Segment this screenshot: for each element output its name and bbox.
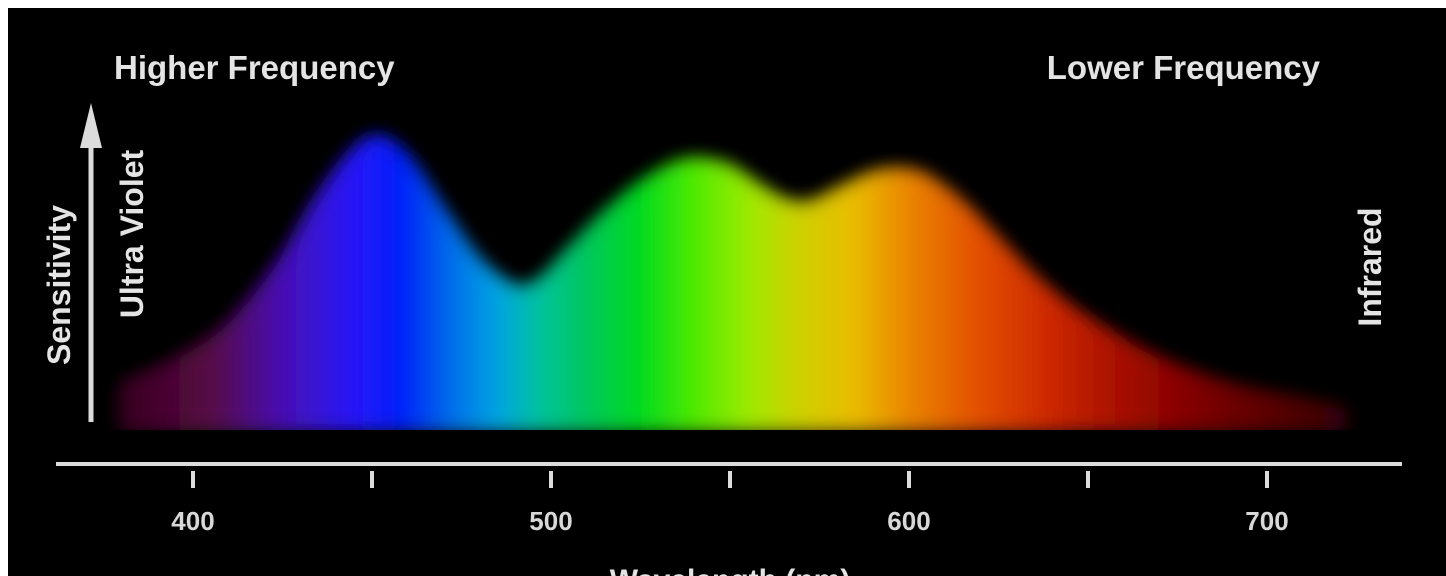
y-axis-label: Sensitivity xyxy=(41,205,77,365)
infrared-label: Infrared xyxy=(1352,207,1388,326)
ultra-violet-label: Ultra Violet xyxy=(114,149,150,318)
sensitivity-arrow xyxy=(80,103,102,422)
x-tick-label-500: 500 xyxy=(529,506,572,536)
x-axis-ticks: 400 500 600 700 xyxy=(171,471,1289,536)
x-tick-label-600: 600 xyxy=(887,506,930,536)
x-tick-label-700: 700 xyxy=(1245,506,1288,536)
x-axis-label: Wavelength (nm) xyxy=(610,564,851,576)
spectrum-area xyxy=(121,136,1346,430)
x-tick-label-400: 400 xyxy=(171,506,214,536)
spectrum-band xyxy=(121,136,1346,430)
lower-frequency-label: Lower Frequency xyxy=(1047,49,1321,86)
higher-frequency-label: Higher Frequency xyxy=(114,49,395,86)
